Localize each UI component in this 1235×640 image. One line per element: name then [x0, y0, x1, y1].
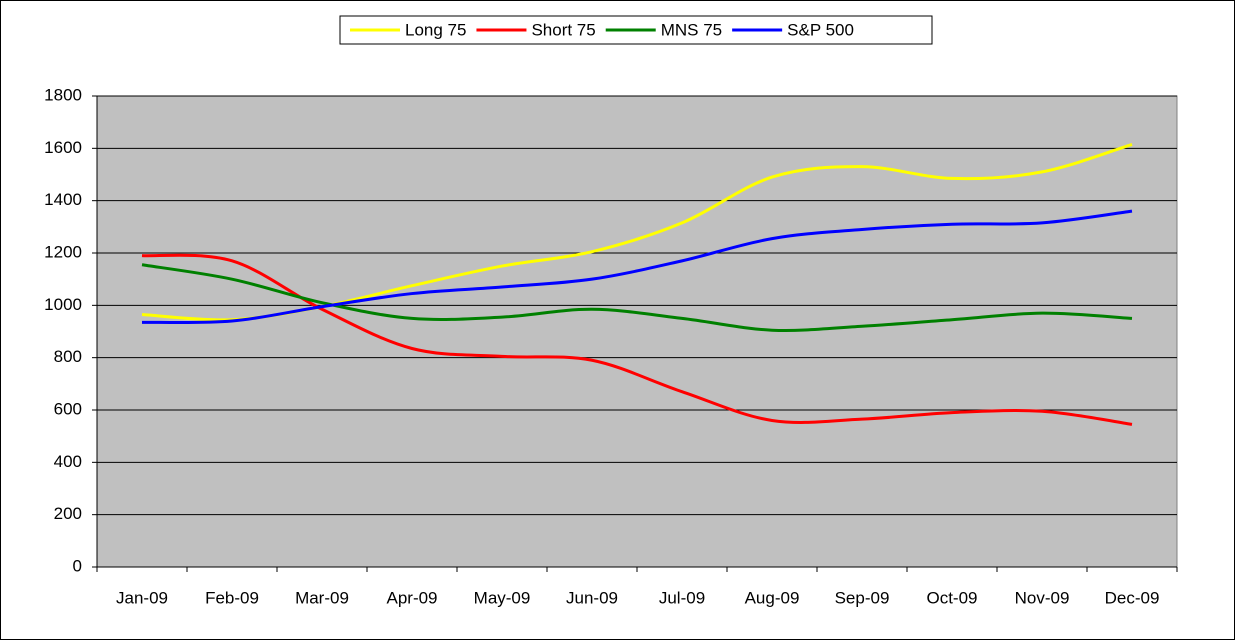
- y-tick-label: 200: [54, 504, 82, 523]
- y-tick-label: 800: [54, 347, 82, 366]
- x-tick-label: May-09: [474, 588, 531, 607]
- series-line: [141, 209, 1133, 325]
- x-tick-label: Feb-09: [205, 588, 259, 607]
- legend-label: Short 75: [531, 20, 595, 39]
- x-tick-label: Mar-09: [295, 588, 349, 607]
- y-tick-label: 600: [54, 399, 82, 418]
- series-line: [141, 253, 1133, 426]
- x-tick-label: Sep-09: [835, 588, 890, 607]
- y-tick-label: 1400: [44, 190, 82, 209]
- y-tick-label: 0: [73, 556, 82, 575]
- legend-label: MNS 75: [661, 20, 722, 39]
- series-line: [141, 263, 1133, 332]
- y-tick-label: 1800: [44, 85, 82, 104]
- x-tick-label: Dec-09: [1105, 588, 1160, 607]
- y-tick-label: 1200: [44, 242, 82, 261]
- x-tick-label: Aug-09: [745, 588, 800, 607]
- x-tick-label: Nov-09: [1015, 588, 1070, 607]
- x-tick-label: Jan-09: [116, 588, 168, 607]
- x-tick-label: Oct-09: [926, 588, 977, 607]
- plot-area: [96, 95, 1178, 568]
- legend-label: Long 75: [405, 20, 466, 39]
- y-tick-label: 1600: [44, 138, 82, 157]
- x-tick-label: Jul-09: [659, 588, 705, 607]
- legend-label: S&P 500: [787, 20, 854, 39]
- y-tick-label: 1000: [44, 295, 82, 314]
- y-tick-label: 400: [54, 452, 82, 471]
- x-tick-label: Jun-09: [566, 588, 618, 607]
- x-tick-label: Apr-09: [386, 588, 437, 607]
